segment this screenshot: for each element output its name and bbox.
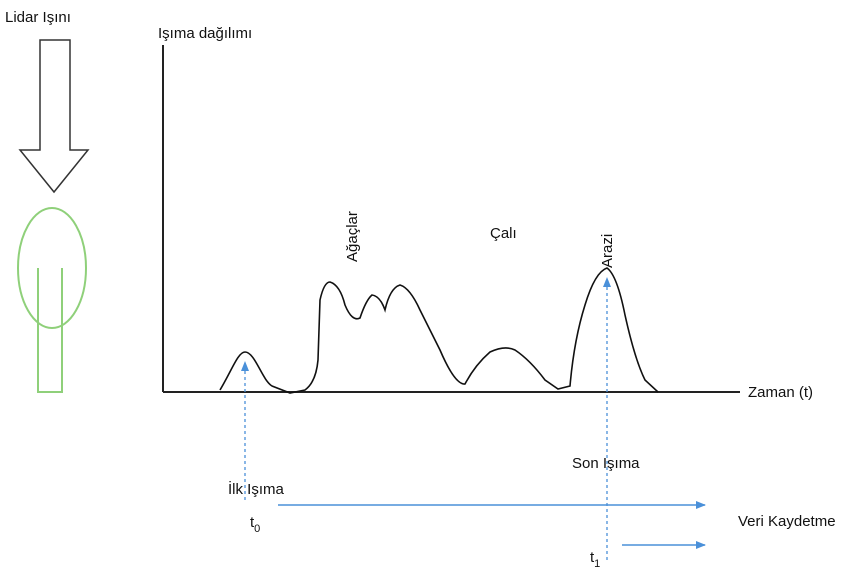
beam-label: Lidar Işını — [5, 9, 71, 26]
peak-label: Çalı — [490, 225, 517, 242]
tree-trunk — [38, 268, 62, 392]
peak-label: Ağaçlar — [344, 211, 361, 262]
tree-crown — [18, 208, 86, 328]
peak-label: Arazi — [599, 234, 616, 268]
recording-label: Veri Kaydetme — [738, 513, 836, 530]
beam-arrow — [20, 40, 88, 192]
t0-label: t0 — [250, 514, 260, 535]
y-axis-label: Işıma dağılımı — [158, 25, 252, 42]
t1-label: t1 — [590, 549, 600, 570]
x-axis-label: Zaman (t) — [748, 384, 813, 401]
t-sub: 0 — [254, 523, 260, 535]
diagram: Lidar Işını Işıma dağılımı Zaman (t) Ağa… — [0, 0, 866, 573]
t-sub: 1 — [594, 558, 600, 570]
last-return-label: Son Işıma — [572, 455, 640, 472]
waveform — [220, 268, 658, 393]
first-return-label: İlk Işıma — [228, 480, 284, 498]
